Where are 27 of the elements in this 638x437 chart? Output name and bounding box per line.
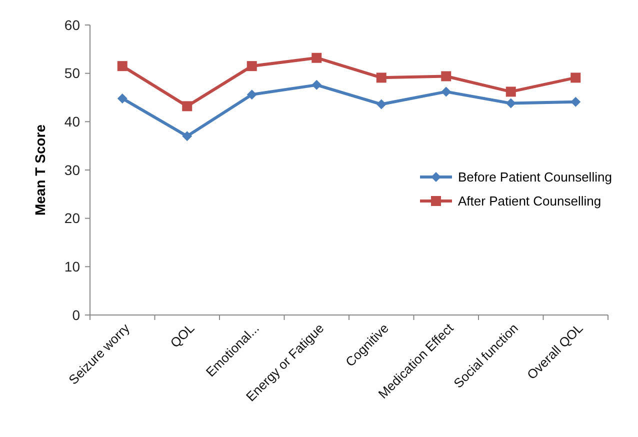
point (117, 93, 128, 104)
legend-label: After Patient Counselling (458, 194, 602, 209)
point (246, 90, 257, 100)
y-axis-title: Mean T Score (32, 124, 48, 216)
y-tick-label: 50 (64, 65, 80, 82)
point (376, 72, 386, 83)
point (182, 101, 192, 112)
point (117, 61, 128, 72)
point (570, 72, 581, 83)
point (246, 61, 257, 72)
x-tick-label: QOL (167, 320, 198, 351)
point (376, 99, 386, 110)
point (506, 98, 516, 108)
point (312, 80, 322, 90)
y-tick-label: 30 (64, 162, 80, 178)
y-tick-label: 40 (64, 114, 80, 130)
y-tick-label: 20 (64, 210, 80, 226)
y-tick-label: 60 (64, 16, 80, 33)
point (182, 131, 192, 142)
point (441, 86, 452, 97)
point (312, 52, 322, 63)
legend-label: Before Patient Counselling (458, 170, 612, 185)
point (570, 96, 581, 107)
y-tick-label: 0 (72, 306, 80, 323)
y-tick-label: 10 (64, 258, 80, 275)
point (441, 71, 452, 82)
point (506, 86, 516, 97)
